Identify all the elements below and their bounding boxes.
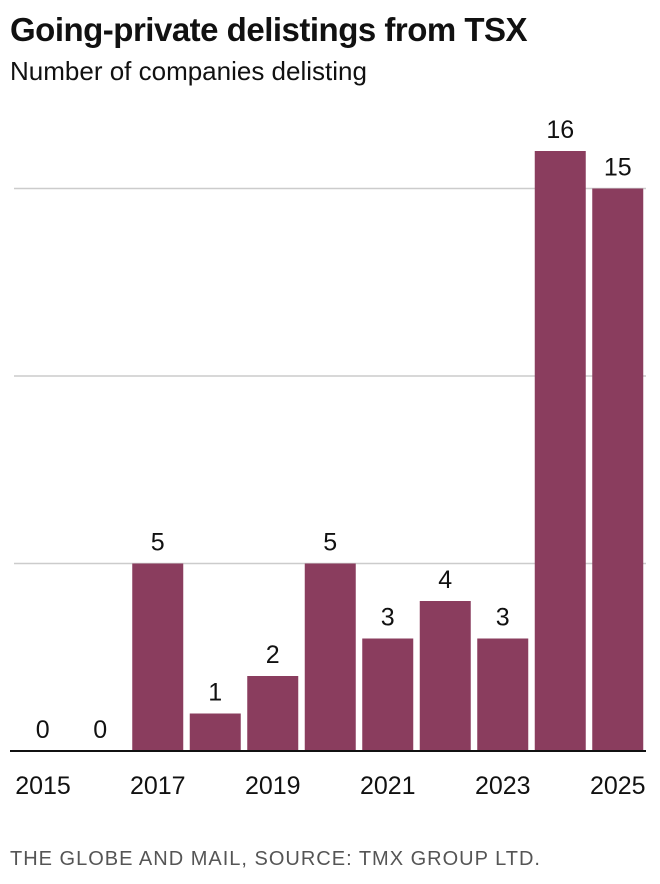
bar-2025 — [592, 188, 644, 751]
data-label-2017: 5 — [151, 529, 165, 557]
bar-2019 — [247, 676, 299, 751]
x-axis: 2015 2017 2019 2021 2023 2025 — [10, 750, 646, 800]
x-tick-label-2019: 2019 — [245, 772, 301, 800]
data-labels: 0 0 5 1 2 5 3 4 3 16 15 — [36, 116, 632, 744]
data-label-2024: 16 — [546, 116, 574, 144]
bar-2024 — [534, 151, 586, 751]
data-label-2021: 3 — [381, 604, 395, 632]
bar-2021 — [362, 638, 414, 751]
x-tick-label-2021: 2021 — [360, 772, 416, 800]
chart-title: Going-private delistings from TSX — [10, 11, 528, 48]
data-label-2015: 0 — [36, 716, 50, 744]
bar-2018 — [189, 713, 241, 751]
x-tick-label-2015: 2015 — [15, 772, 71, 800]
chart-subtitle: Number of companies delisting — [10, 56, 367, 86]
data-label-2023: 3 — [496, 604, 510, 632]
bar-2020 — [304, 563, 356, 751]
bar-chart: 0 0 5 1 2 5 3 4 3 16 15 2015 2017 2019 2021 2023 2025 — [10, 116, 646, 800]
data-label-2025: 15 — [604, 154, 632, 182]
bar-2017 — [132, 563, 184, 751]
data-label-2019: 2 — [266, 641, 280, 669]
source-note: THE GLOBE AND MAIL, SOURCE: TMX GROUP LT… — [10, 848, 541, 870]
bars — [132, 151, 644, 751]
data-label-2020: 5 — [323, 529, 337, 557]
x-tick-label-2017: 2017 — [130, 772, 186, 800]
x-tick-label-2025: 2025 — [590, 772, 646, 800]
bar-2022 — [419, 601, 471, 751]
data-label-2016: 0 — [93, 716, 107, 744]
data-label-2022: 4 — [438, 566, 452, 594]
x-tick-label-2023: 2023 — [475, 772, 531, 800]
bar-2023 — [477, 638, 529, 751]
data-label-2018: 1 — [208, 679, 222, 707]
